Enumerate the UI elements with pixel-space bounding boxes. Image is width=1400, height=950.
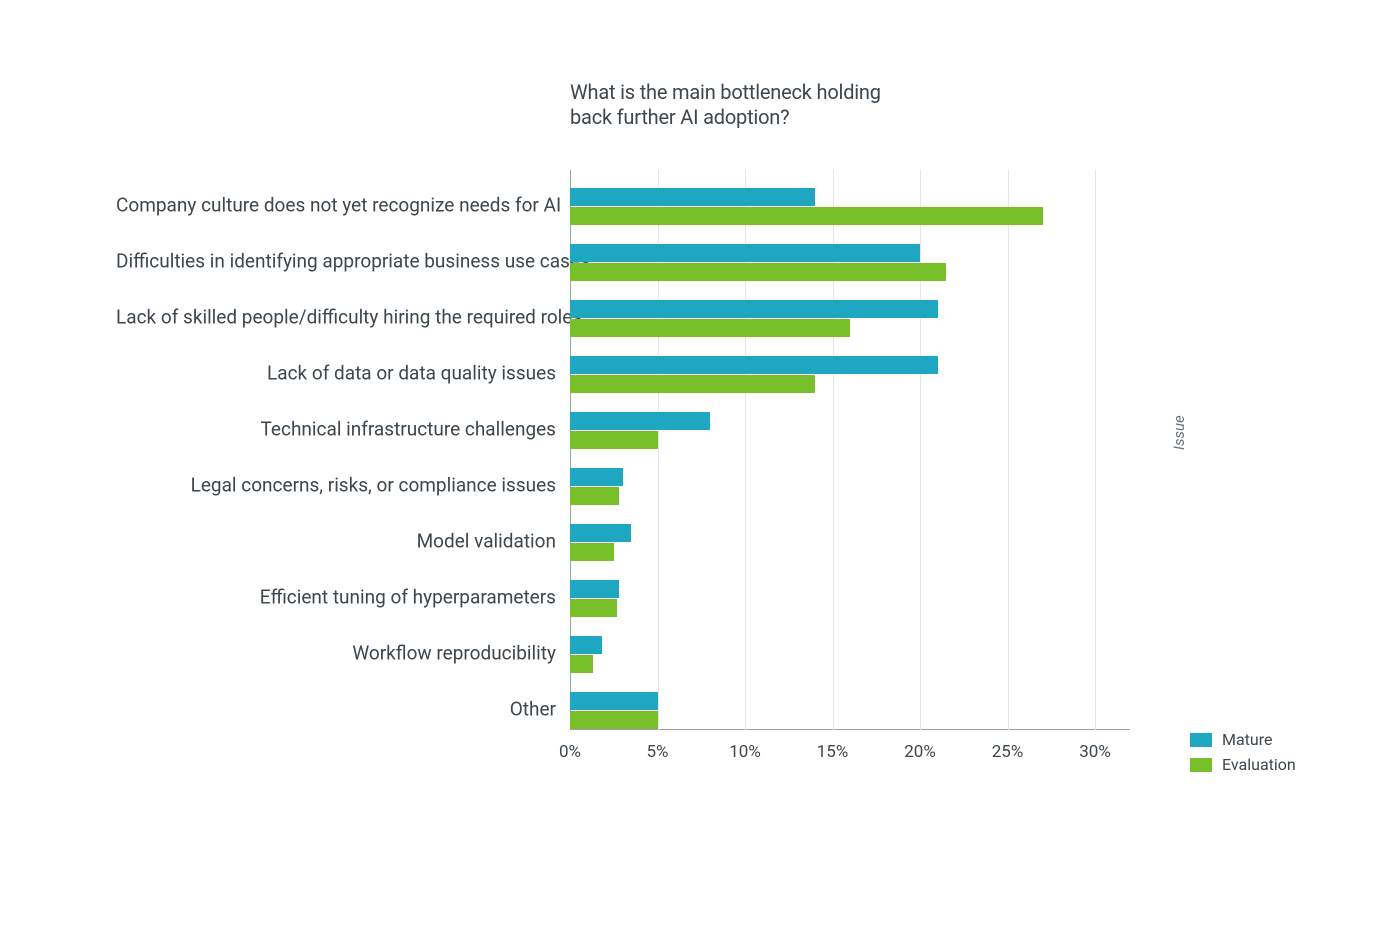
- bar-mature: [570, 412, 710, 430]
- chart-row: Workflow reproducibility: [570, 626, 1130, 682]
- category-label: Workflow reproducibility: [116, 644, 570, 665]
- bar-mature: [570, 524, 631, 542]
- bar-mature: [570, 468, 623, 486]
- category-label: Difficulties in identifying appropriate …: [116, 252, 570, 273]
- bar-evaluation: [570, 487, 619, 505]
- chart-row: Efficient tuning of hyperparameters: [570, 570, 1130, 626]
- category-label: Efficient tuning of hyperparameters: [116, 588, 570, 609]
- bar-evaluation: [570, 431, 658, 449]
- bar-evaluation: [570, 263, 946, 281]
- bar-mature: [570, 636, 602, 654]
- bar-evaluation: [570, 599, 617, 617]
- chart-row: Lack of data or data quality issues: [570, 346, 1130, 402]
- chart-row: Difficulties in identifying appropriate …: [570, 234, 1130, 290]
- bar-mature: [570, 356, 938, 374]
- chart-row: Other: [570, 682, 1130, 738]
- category-label: Model validation: [116, 532, 570, 553]
- bar-mature: [570, 188, 815, 206]
- category-label: Lack of data or data quality issues: [116, 364, 570, 385]
- category-label: Technical infrastructure challenges: [116, 420, 570, 441]
- category-label: Legal concerns, risks, or compliance iss…: [116, 476, 570, 497]
- bar-evaluation: [570, 207, 1043, 225]
- chart-row: Lack of skilled people/difficulty hiring…: [570, 290, 1130, 346]
- chart-row: Legal concerns, risks, or compliance iss…: [570, 458, 1130, 514]
- bar-mature: [570, 580, 619, 598]
- category-label: Lack of skilled people/difficulty hiring…: [116, 308, 570, 329]
- bar-evaluation: [570, 543, 614, 561]
- bar-mature: [570, 692, 658, 710]
- legend-swatch: [1190, 733, 1212, 747]
- legend-item: Evaluation: [1190, 755, 1296, 774]
- legend-label: Mature: [1222, 730, 1272, 749]
- chart-row: Company culture does not yet recognize n…: [570, 178, 1130, 234]
- bar-evaluation: [570, 319, 850, 337]
- category-label: Other: [116, 700, 570, 721]
- chart-title: What is the main bottleneck holding back…: [570, 80, 920, 130]
- chart-row: Model validation: [570, 514, 1130, 570]
- category-label: Company culture does not yet recognize n…: [116, 196, 570, 217]
- bar-evaluation: [570, 375, 815, 393]
- y-axis-title: Issue: [1170, 415, 1188, 450]
- bottleneck-chart: What is the main bottleneck holding back…: [110, 80, 1290, 880]
- legend: Mature Evaluation: [1190, 730, 1296, 780]
- bar-evaluation: [570, 655, 593, 673]
- legend-item: Mature: [1190, 730, 1296, 749]
- chart-row: Technical infrastructure challenges: [570, 402, 1130, 458]
- legend-label: Evaluation: [1222, 755, 1296, 774]
- legend-swatch: [1190, 758, 1212, 772]
- bar-mature: [570, 244, 920, 262]
- bar-mature: [570, 300, 938, 318]
- bar-evaluation: [570, 711, 658, 729]
- plot-area: 0%5%10%15%20%25%30%Company culture does …: [570, 170, 1130, 730]
